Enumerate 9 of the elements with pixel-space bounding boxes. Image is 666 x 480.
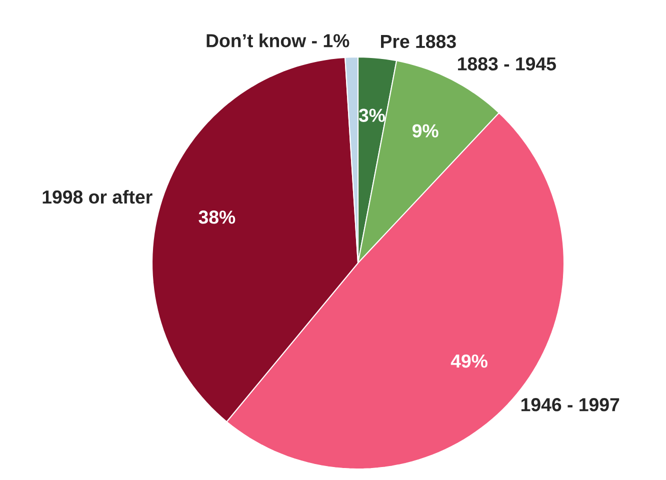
slice-label: Pre 1883 <box>381 34 456 48</box>
data-label: 3% <box>358 108 385 122</box>
slice-label: 1883 - 1945 <box>458 57 556 71</box>
slice-label: Don’t know - 1% <box>206 34 350 48</box>
data-label: 49% <box>450 354 488 368</box>
data-label: 38% <box>198 210 236 224</box>
data-label: 9% <box>412 124 438 138</box>
slice-label: 1998 or after <box>42 190 152 204</box>
slice-label: 1946 - 1997 <box>521 398 620 412</box>
